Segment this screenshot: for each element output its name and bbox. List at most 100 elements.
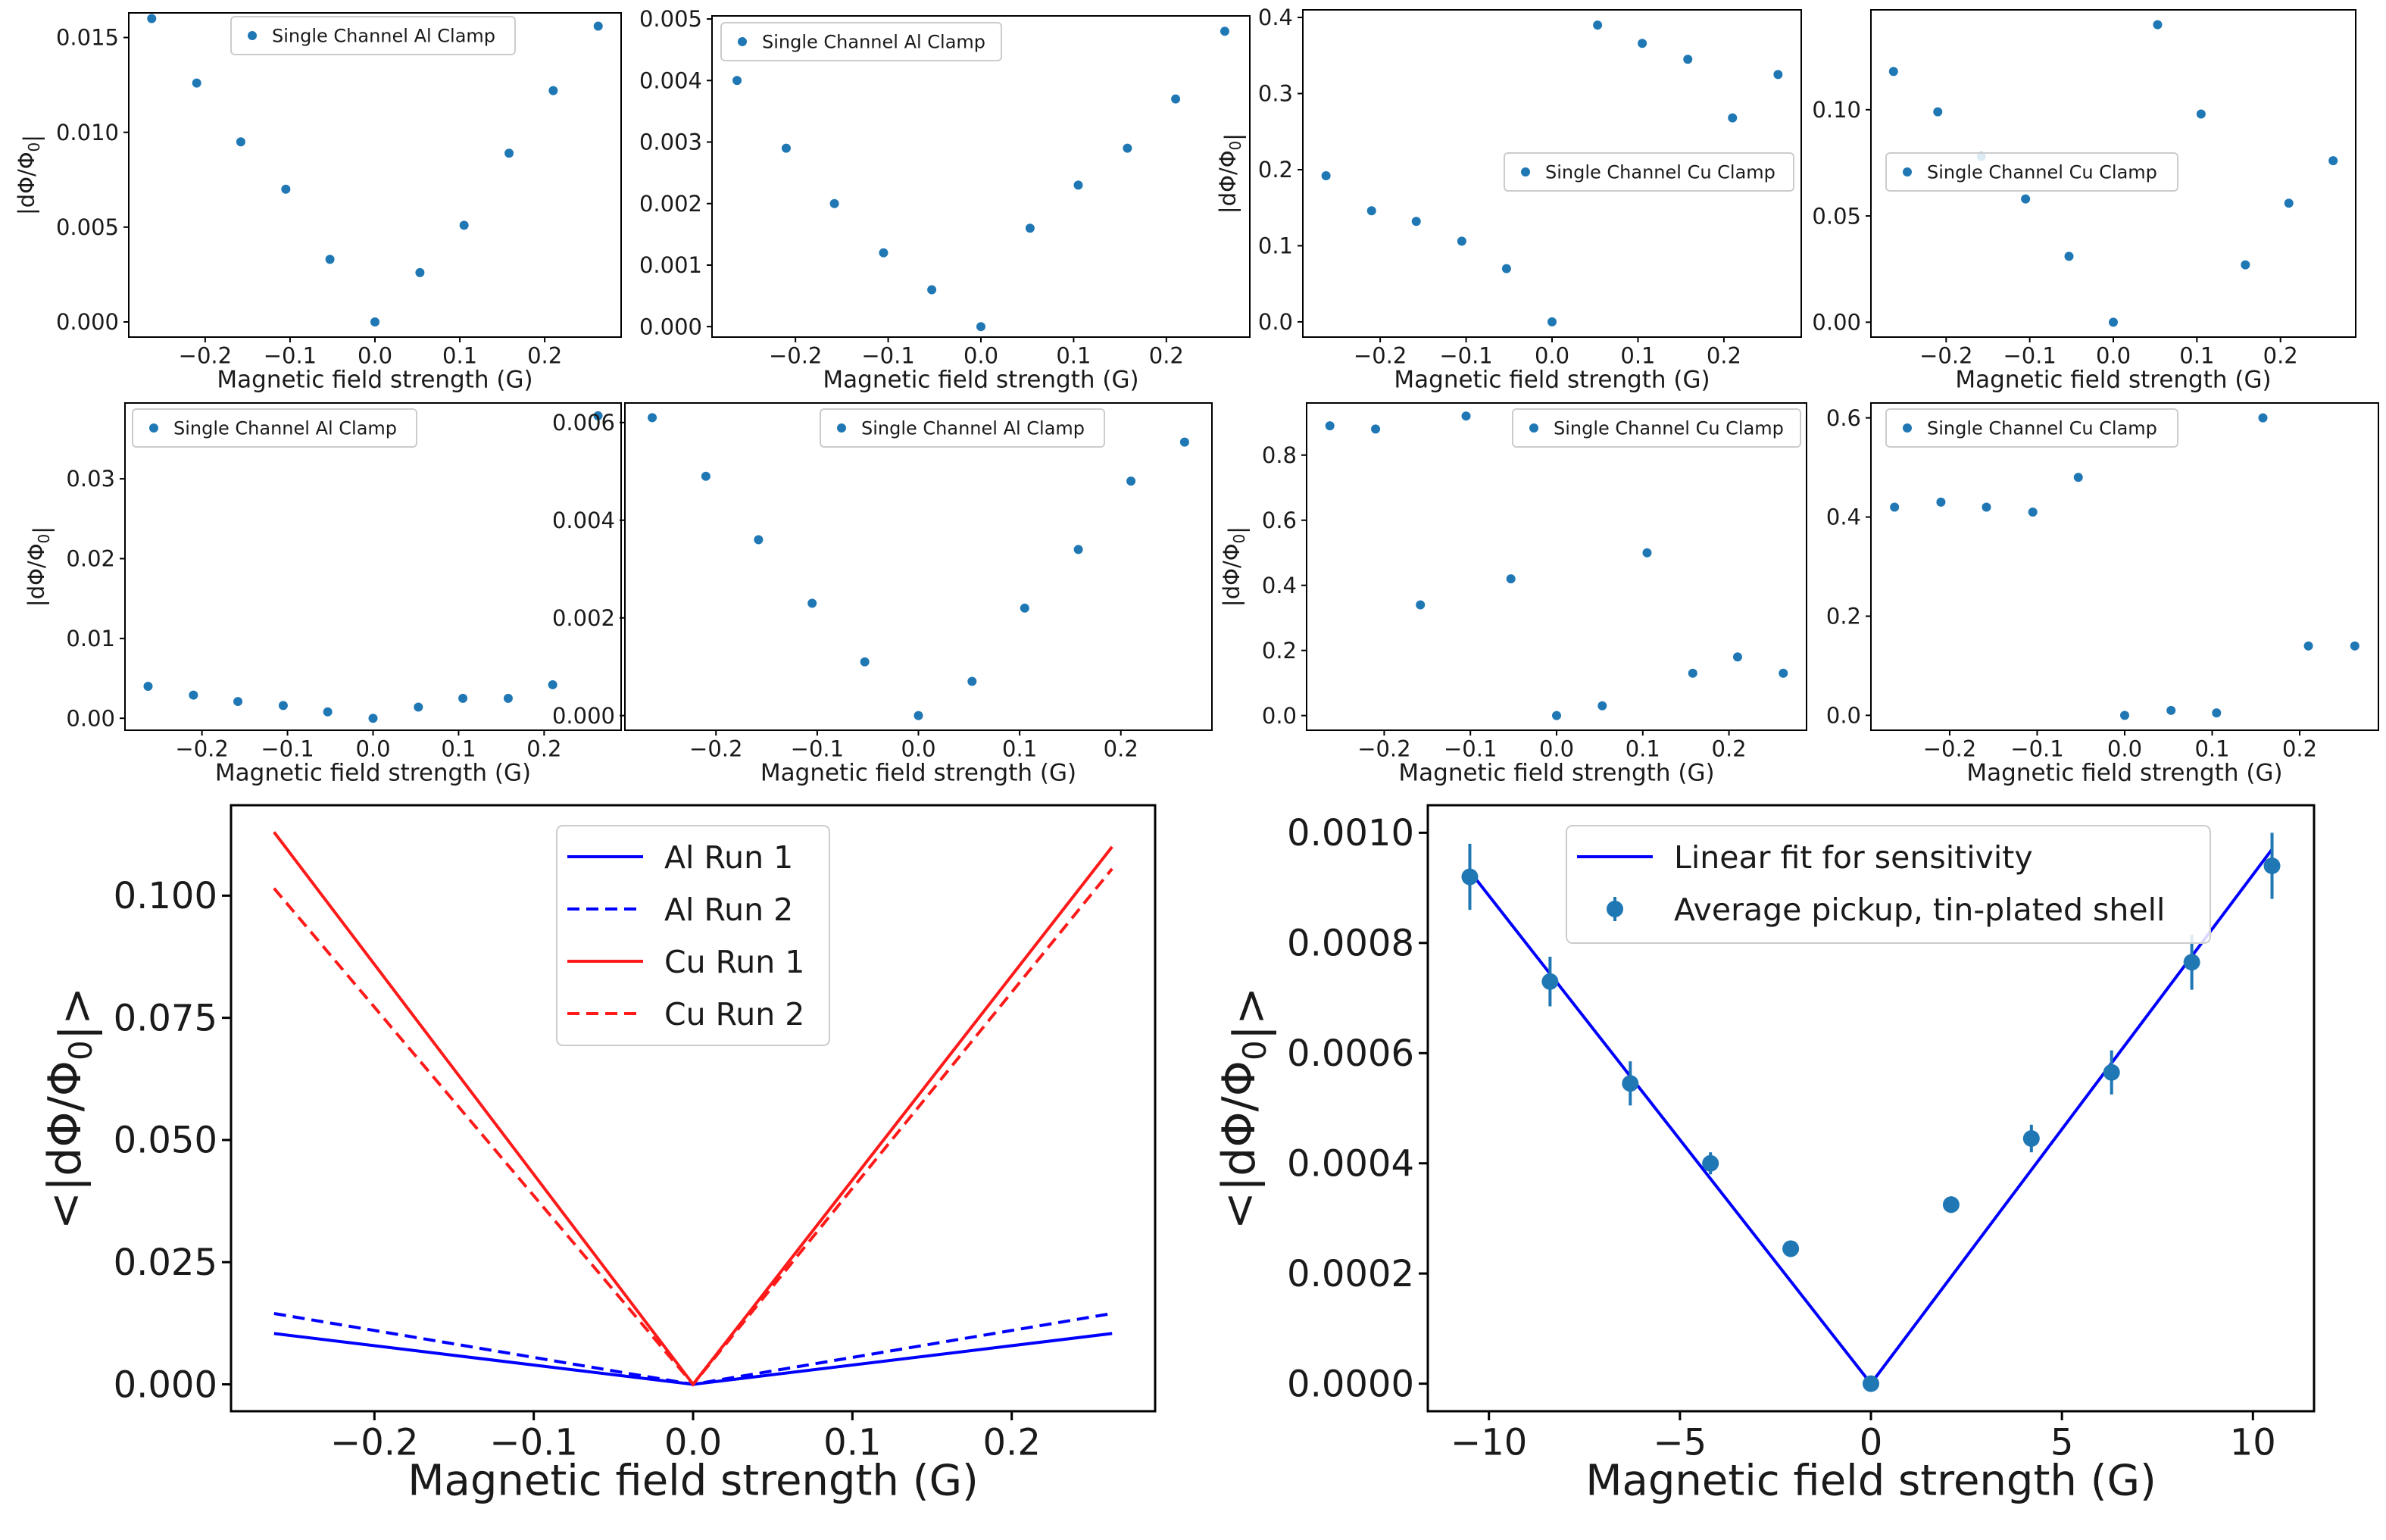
x-axis-label: Magnetic field strength (G) <box>408 1456 979 1505</box>
legend-box <box>230 16 516 55</box>
x-tick-label: 0.2 <box>1149 343 1184 369</box>
legend-label: Single Channel Cu Clamp <box>1554 418 1784 439</box>
data-point <box>829 198 839 208</box>
data-point <box>1888 67 1898 77</box>
y-tick-label: 0.005 <box>639 6 702 32</box>
x-tick-label: −0.2 <box>689 736 742 762</box>
x-tick-label: 0.1 <box>1002 736 1037 762</box>
y-tick-label: 0.1 <box>1258 233 1293 259</box>
data-point <box>368 714 378 723</box>
data-point <box>2284 198 2294 208</box>
data-point <box>1220 27 1229 36</box>
x-tick-label: 5 <box>2050 1422 2074 1464</box>
data-point <box>233 697 243 707</box>
plot-frame <box>128 12 622 338</box>
x-tick-label: 0.2 <box>1712 736 1747 762</box>
data-point <box>236 137 245 147</box>
legend-label: Single Channel Al Clamp <box>173 418 397 439</box>
legend: Single Channel Cu Clamp <box>1885 408 2178 448</box>
data-point <box>548 86 558 95</box>
data-point <box>1461 868 1479 886</box>
data-point <box>2263 857 2281 874</box>
data-point <box>1936 497 1946 507</box>
data-point <box>1457 236 1466 246</box>
x-tick-label: −0.2 <box>1919 343 1972 369</box>
y-tick-label: 0.03 <box>66 466 115 492</box>
y-tick-label: 0.025 <box>114 1242 217 1284</box>
data-point <box>192 78 201 88</box>
y-tick-label: 0.000 <box>552 703 615 729</box>
y-tick-label: 0.100 <box>114 875 217 917</box>
data-point <box>648 413 657 423</box>
x-tick-label: 0.0 <box>901 736 935 762</box>
x-axis-label: Magnetic field strength (G) <box>823 366 1138 393</box>
x-tick-label: −0.2 <box>1354 343 1407 369</box>
y-tick-label: 0.0 <box>1262 703 1297 729</box>
data-point <box>1683 55 1693 64</box>
y-tick-label: 0.001 <box>639 252 702 278</box>
plot-frame <box>711 15 1251 338</box>
y-tick-label: 0.0 <box>1258 309 1293 335</box>
legend-label: Linear fit for sensitivity <box>1674 839 2033 876</box>
y-axis-label: <|dΦ/Φ0|> <box>1213 987 1277 1229</box>
y-tick-label: 0.2 <box>1258 157 1293 183</box>
y-tick-label: 0.01 <box>66 626 115 651</box>
x-axis-label: Magnetic field strength (G) <box>1398 759 1714 786</box>
legend-key-marker <box>738 37 747 46</box>
legend-box <box>556 825 830 1046</box>
y-tick-label: 0.004 <box>552 508 615 533</box>
data-point <box>415 267 425 277</box>
data-point <box>2103 1064 2120 1081</box>
data-point <box>2120 711 2129 720</box>
series-line <box>273 1332 1113 1386</box>
y-tick-label: 0.2 <box>1826 604 1861 629</box>
chart-p10: −10 −5 0 5 10 0.0000 0.0002 0.0004 0.0006 0.0008 0… <box>1213 804 2316 1505</box>
data-point <box>281 184 291 194</box>
series-line <box>273 867 1113 1387</box>
data-point <box>1597 701 1607 711</box>
chart-p7: −0.2 −0.1 0.0 0.1 0.2 0.0 0.2 0.4 0.6 0.8 Magnetic… <box>1219 402 1807 786</box>
x-axis-label: Magnetic field strength (G) <box>1394 366 1710 393</box>
data-point <box>1366 206 1376 216</box>
data-point <box>1416 600 1426 610</box>
data-point <box>1638 39 1647 48</box>
data-point <box>913 711 923 720</box>
legend-label: Cu Run 2 <box>664 996 804 1032</box>
y-axis-label: |dΦ/Φ0| <box>1215 133 1246 214</box>
chart-p6: −0.2 −0.1 0.0 0.1 0.2 0.000 0.002 0.004 0.006 Mag… <box>552 402 1213 786</box>
data-point <box>1552 711 1561 720</box>
data-point <box>503 693 513 703</box>
x-axis-label: Magnetic field strength (G) <box>1966 759 2282 786</box>
x-tick-label: 0 <box>1860 1422 1883 1464</box>
legend-box <box>1504 152 1794 192</box>
legend: Al Run 1 Al Run 2 Cu Run 1 Cu Run 2 <box>556 825 830 1046</box>
legend-label: Single Channel Al Clamp <box>861 418 1085 439</box>
chart-p9: −0.2 −0.1 0.0 0.1 0.2 0.000 0.025 0.050 0.075 0.1… <box>39 804 1157 1505</box>
data-point <box>2350 641 2359 651</box>
legend: Single Channel Al Clamp <box>720 22 1002 61</box>
data-point <box>370 317 379 326</box>
legend-key-marker <box>837 423 846 433</box>
data-point <box>2021 194 2031 204</box>
data-point <box>2064 251 2074 261</box>
x-tick-label: −0.1 <box>1444 736 1497 762</box>
y-tick-label: 0.4 <box>1826 504 1861 530</box>
data-point <box>807 598 817 608</box>
x-tick-label: 0.1 <box>1626 736 1660 762</box>
y-tick-label: 0.003 <box>639 130 702 155</box>
legend-label: Single Channel Al Clamp <box>762 32 985 53</box>
y-tick-label: 0.4 <box>1262 573 1297 598</box>
legend: Single Channel Cu Clamp <box>1504 152 1794 192</box>
data-point <box>1506 574 1516 584</box>
data-point <box>1982 502 1991 512</box>
legend-key-marker <box>149 423 158 433</box>
y-tick-label: 0.0010 <box>1287 812 1414 854</box>
data-point <box>1179 437 1189 447</box>
x-tick-label: 0.1 <box>442 343 477 369</box>
y-tick-label: 0.00 <box>66 705 115 731</box>
data-point <box>1773 70 1783 80</box>
legend-key-marker <box>1903 167 1912 176</box>
x-tick-label: −0.2 <box>769 343 822 369</box>
data-point <box>1126 476 1136 486</box>
